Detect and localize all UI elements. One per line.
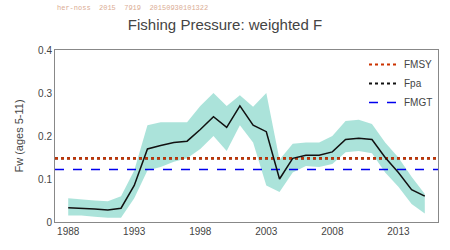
svg-text:0: 0	[46, 217, 52, 228]
svg-text:2008: 2008	[321, 226, 344, 237]
svg-text:0.1: 0.1	[38, 174, 52, 185]
svg-text:0.3: 0.3	[38, 88, 52, 99]
svg-text:2013: 2013	[387, 226, 410, 237]
svg-text:FMGT: FMGT	[404, 97, 432, 108]
svg-text:0.2: 0.2	[38, 131, 52, 142]
svg-text:0.4: 0.4	[38, 45, 52, 56]
svg-text:her-noss 2015 7919 20150930: her-noss 2015 7919 20150930101322	[57, 4, 208, 12]
svg-text:Fishing Pressure: weighted F: Fishing Pressure: weighted F	[128, 16, 322, 33]
svg-text:Fpa: Fpa	[404, 78, 422, 89]
svg-text:1998: 1998	[189, 226, 212, 237]
svg-text:1993: 1993	[123, 226, 146, 237]
svg-text:1988: 1988	[57, 226, 80, 237]
svg-text:2003: 2003	[255, 226, 278, 237]
svg-text:FMSY: FMSY	[404, 59, 432, 70]
svg-text:Fw (ages 5-11): Fw (ages 5-11)	[13, 99, 25, 172]
